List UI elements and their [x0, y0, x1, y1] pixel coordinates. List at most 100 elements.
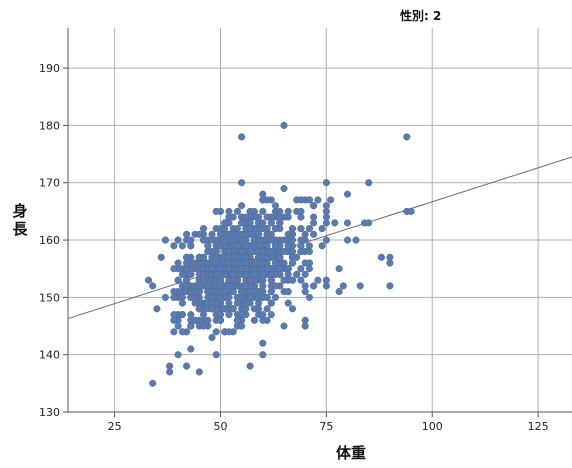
- data-point: [195, 316, 203, 324]
- data-point: [238, 322, 246, 330]
- data-point: [280, 276, 288, 284]
- data-point: [280, 259, 288, 267]
- data-point: [297, 207, 305, 215]
- data-point: [297, 247, 305, 256]
- data-point: [208, 293, 216, 301]
- data-point: [259, 219, 267, 227]
- data-point: [280, 236, 288, 244]
- data-point: [238, 219, 246, 227]
- data-point: [259, 351, 267, 359]
- data-point: [178, 293, 186, 301]
- data-point: [246, 276, 254, 284]
- data-point: [259, 282, 267, 290]
- data-point: [322, 202, 330, 210]
- data-point: [250, 242, 258, 250]
- data-point: [242, 265, 250, 273]
- data-point: [377, 253, 385, 261]
- data-point: [212, 259, 220, 267]
- data-point: [335, 288, 343, 296]
- data-point: [178, 242, 186, 250]
- data-point: [288, 259, 297, 267]
- x-axis-title: 体重: [336, 444, 366, 462]
- data-point: [161, 236, 169, 244]
- data-point: [174, 259, 182, 267]
- data-point: [233, 242, 241, 250]
- data-point: [170, 328, 178, 336]
- data-point: [250, 316, 258, 324]
- data-point: [386, 259, 394, 267]
- data-point: [318, 225, 326, 233]
- data-point: [195, 282, 203, 290]
- data-point: [297, 265, 305, 273]
- data-point: [242, 230, 250, 238]
- data-point: [238, 247, 246, 256]
- data-point: [225, 299, 233, 307]
- data-point: [297, 225, 305, 233]
- data-point: [246, 362, 254, 370]
- data-point: [225, 328, 233, 336]
- data-point: [301, 288, 309, 296]
- data-point: [255, 253, 263, 261]
- data-point: [263, 253, 271, 261]
- data-point: [263, 293, 271, 301]
- data-point: [225, 213, 233, 221]
- axes-layer: [63, 28, 572, 417]
- data-point: [327, 196, 335, 204]
- data-point: [322, 179, 330, 187]
- data-point: [250, 270, 258, 278]
- data-point: [310, 202, 318, 210]
- data-point: [238, 293, 246, 301]
- data-point: [280, 184, 288, 193]
- data-point: [301, 270, 309, 278]
- data-point: [195, 368, 203, 376]
- data-point: [199, 276, 208, 284]
- data-point: [238, 179, 246, 187]
- data-point: [187, 288, 195, 296]
- data-point: [297, 276, 305, 284]
- data-point: [305, 196, 313, 204]
- data-point: [305, 247, 313, 256]
- data-point: [365, 179, 373, 187]
- data-point: [322, 236, 330, 244]
- data-point: [255, 230, 263, 238]
- data-point: [297, 196, 305, 204]
- data-point: [301, 236, 309, 244]
- data-point: [271, 293, 280, 301]
- y-tick-label: 140: [39, 349, 60, 362]
- data-point: [250, 259, 258, 267]
- data-point: [174, 276, 182, 284]
- data-point: [284, 288, 292, 296]
- x-tick-label: 50: [213, 420, 227, 433]
- data-point: [250, 288, 258, 296]
- data-point: [267, 247, 275, 256]
- data-point: [208, 305, 216, 313]
- data-point: [314, 276, 322, 284]
- data-point: [153, 305, 161, 313]
- y-tick-label: 180: [39, 119, 60, 132]
- data-point: [284, 207, 292, 215]
- data-point: [212, 236, 220, 244]
- data-point: [233, 225, 241, 233]
- data-point: [293, 270, 301, 278]
- regression-line: [67, 156, 572, 320]
- data-point: [174, 322, 182, 330]
- panel-title: 性別: 2: [399, 8, 441, 23]
- data-point: [149, 282, 157, 290]
- data-point: [301, 316, 309, 324]
- data-point: [263, 196, 271, 204]
- data-point: [183, 259, 191, 267]
- y-axis-title-char-2: 長: [12, 220, 28, 238]
- data-point: [187, 270, 195, 278]
- data-point: [187, 322, 195, 330]
- data-point: [174, 351, 182, 359]
- data-point: [280, 322, 288, 330]
- data-point: [212, 299, 220, 307]
- data-point: [242, 299, 250, 307]
- data-point: [263, 305, 271, 313]
- data-point: [166, 362, 174, 370]
- data-point: [204, 242, 212, 250]
- data-point: [183, 362, 191, 370]
- data-point: [267, 236, 275, 244]
- data-point: [157, 253, 165, 261]
- data-point: [178, 328, 186, 336]
